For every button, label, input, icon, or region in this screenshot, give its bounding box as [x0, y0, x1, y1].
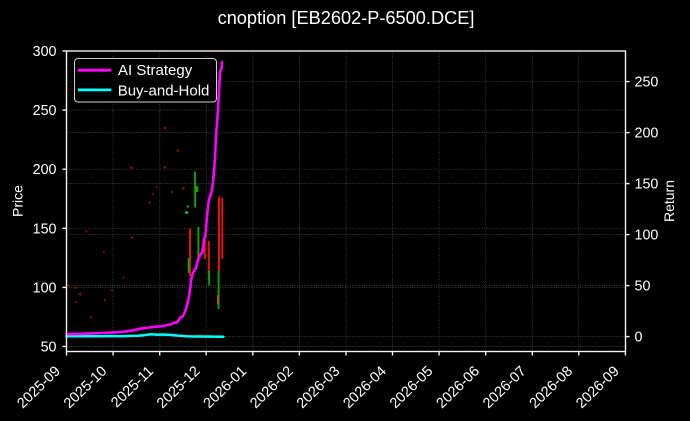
svg-text:2026-08: 2026-08	[527, 363, 576, 411]
svg-text:150: 150	[635, 177, 659, 193]
svg-text:AI Strategy: AI Strategy	[118, 62, 193, 79]
svg-text:Price: Price	[10, 185, 26, 217]
svg-text:0: 0	[635, 330, 643, 346]
svg-text:250: 250	[33, 103, 57, 119]
svg-text:100: 100	[33, 280, 57, 296]
svg-text:2026-02: 2026-02	[247, 363, 296, 411]
svg-text:2026-07: 2026-07	[480, 363, 529, 411]
svg-text:2026-06: 2026-06	[434, 363, 483, 411]
svg-text:2026-05: 2026-05	[387, 363, 436, 411]
svg-text:2026-03: 2026-03	[294, 363, 343, 411]
svg-text:2025-10: 2025-10	[61, 363, 110, 411]
svg-text:2025-12: 2025-12	[154, 363, 203, 411]
svg-text:2026-04: 2026-04	[340, 363, 389, 411]
svg-text:200: 200	[33, 162, 57, 178]
svg-text:Buy-and-Hold: Buy-and-Hold	[118, 83, 210, 100]
svg-text:50: 50	[41, 340, 57, 356]
svg-text:2026-09: 2026-09	[573, 363, 622, 411]
svg-text:2025-09: 2025-09	[14, 363, 63, 411]
svg-text:2026-01: 2026-01	[201, 363, 250, 411]
svg-text:150: 150	[33, 221, 57, 237]
svg-text:cnoption [EB2602-P-6500.DCE]: cnoption [EB2602-P-6500.DCE]	[218, 8, 475, 28]
svg-text:50: 50	[635, 279, 651, 295]
svg-text:300: 300	[33, 44, 57, 60]
svg-text:100: 100	[635, 228, 659, 244]
svg-text:250: 250	[635, 75, 659, 91]
svg-text:2025-11: 2025-11	[108, 363, 157, 411]
svg-text:Return: Return	[661, 180, 677, 222]
svg-text:200: 200	[635, 126, 659, 142]
